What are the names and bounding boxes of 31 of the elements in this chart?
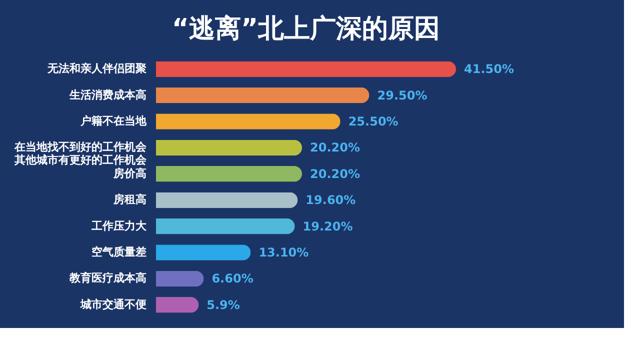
data-label: 20.20% — [310, 166, 360, 181]
data-label: 13.10% — [258, 246, 309, 260]
y-tick-label: 城市交通不便 — [80, 298, 146, 311]
bar — [156, 192, 298, 208]
bar — [156, 297, 199, 313]
y-tick-label: 房价高 — [112, 166, 146, 180]
bar — [156, 244, 251, 260]
bar — [156, 218, 295, 234]
data-label: 41.50% — [464, 62, 514, 76]
data-label: 19.20% — [302, 219, 353, 234]
y-tick-label: 在当地找不到好的工作机会其他城市有更好的工作机会 — [14, 140, 148, 167]
y-tick-label: 户籍不在当地 — [80, 114, 148, 128]
y-tick-label: 教育医疗成本高 — [68, 272, 146, 285]
bar — [156, 166, 302, 182]
y-tick-label: 无法和亲人伴侣团聚 — [46, 62, 146, 76]
chart-title: “逃离”北上广深的原因 — [172, 14, 440, 44]
bar — [156, 270, 204, 287]
y-tick-label: 生活消费成本高 — [68, 88, 146, 102]
data-label: 29.50% — [377, 88, 428, 102]
y-tick-label: 空气质量差 — [92, 246, 146, 258]
data-label: 20.20% — [310, 140, 360, 155]
y-tick-label: 工作压力大 — [90, 219, 148, 232]
data-label: 25.50% — [348, 114, 398, 128]
data-label: 19.60% — [306, 193, 356, 208]
data-label: 5.9% — [206, 298, 240, 312]
bar — [156, 114, 340, 130]
bar — [156, 140, 302, 156]
bar — [156, 87, 370, 104]
data-label: 6.60% — [212, 272, 254, 286]
y-tick-label: 房租高 — [112, 193, 146, 206]
bar — [156, 61, 456, 77]
